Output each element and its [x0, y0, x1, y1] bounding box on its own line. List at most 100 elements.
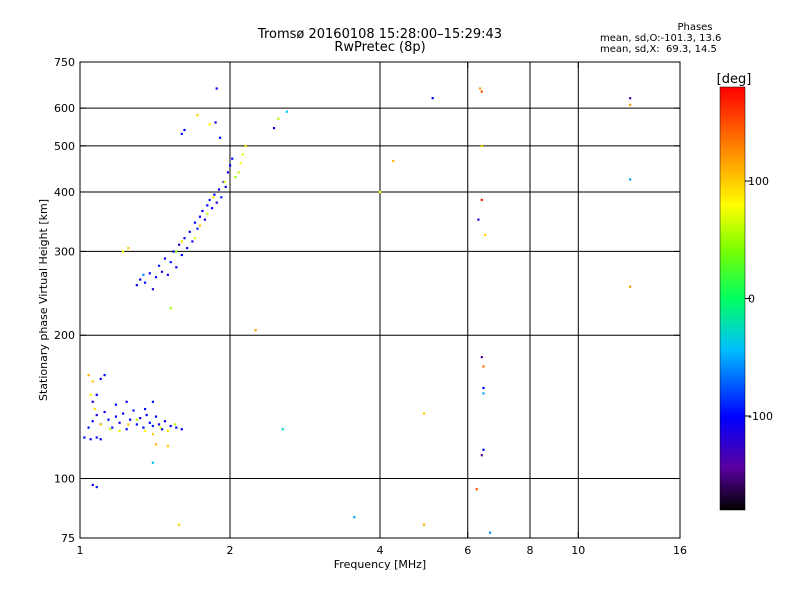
data-point [392, 159, 395, 163]
data-point [95, 436, 98, 439]
x-tick-label: 2 [227, 544, 234, 557]
data-point [173, 423, 177, 426]
data-point [91, 400, 94, 403]
data-point [479, 87, 482, 90]
data-point [213, 193, 216, 196]
data-point [87, 426, 90, 429]
data-point [103, 374, 106, 377]
y-axis-label: Stationary phase Virtual Height [km] [37, 199, 50, 401]
data-point [111, 426, 114, 429]
data-point [180, 428, 183, 431]
x-tick-label: 10 [571, 544, 585, 557]
data-point [166, 429, 169, 432]
data-point [95, 393, 98, 396]
data-point [422, 412, 426, 415]
data-point [99, 438, 102, 441]
data-point [143, 407, 147, 411]
data-point [475, 488, 478, 491]
data-point [198, 224, 202, 227]
data-point [629, 178, 632, 181]
data-point [193, 221, 197, 224]
data-point [217, 188, 221, 191]
data-point [87, 374, 90, 377]
data-point [95, 485, 98, 489]
data-point [244, 144, 247, 148]
data-point [629, 103, 632, 106]
data-point [277, 117, 280, 120]
data-point [148, 272, 151, 275]
data-point [99, 377, 102, 381]
data-point [169, 261, 172, 264]
phase-stats: Phases mean, sd,O:-101.3, 13.6 mean, sd,… [600, 22, 790, 55]
data-point [484, 233, 487, 237]
y-tick-label: 750 [54, 56, 75, 69]
phase-stats-x: mean, sd,X: 69.3, 14.5 [600, 44, 717, 55]
data-point [183, 128, 186, 132]
data-point [201, 209, 204, 213]
x-tick-label: 1 [77, 544, 84, 557]
data-point [122, 250, 125, 253]
data-point [151, 433, 155, 436]
colorbar-ticks: 100 0 -100 [745, 175, 773, 423]
data-point [210, 207, 214, 210]
data-point [239, 162, 242, 165]
data-point [196, 227, 199, 230]
data-point [175, 266, 178, 269]
data-point [241, 153, 244, 156]
x-axis-label: Frequency [MHz] [334, 558, 426, 571]
data-point [480, 144, 483, 148]
data-point [139, 417, 142, 420]
data-point [234, 175, 237, 179]
data-point [154, 443, 158, 446]
x-tick-labels: 1 2 4 6 8 10 16 [77, 544, 688, 557]
data-point [172, 250, 175, 253]
data-point [477, 218, 480, 221]
colorbar-tick-label: 0 [748, 293, 755, 306]
data-point [208, 123, 211, 126]
data-point [237, 171, 240, 174]
data-point [91, 380, 94, 383]
data-point [175, 250, 178, 253]
data-point [151, 461, 155, 464]
data-point [151, 288, 155, 291]
data-point [193, 237, 197, 240]
data-point [186, 247, 189, 250]
data-points [83, 87, 632, 534]
y-tick-label: 600 [54, 102, 75, 115]
data-point [480, 454, 483, 457]
data-point [125, 428, 128, 431]
data-point [109, 428, 112, 431]
data-point [129, 418, 132, 421]
phase-stats-o: mean, sd,O:-101.3, 13.6 [600, 33, 722, 44]
phase-stats-title: Phases [677, 22, 713, 33]
data-point [222, 180, 225, 184]
data-point [135, 418, 138, 421]
data-point [231, 157, 234, 160]
data-point [482, 448, 485, 451]
data-point [180, 132, 183, 135]
data-point [160, 428, 164, 431]
y-tick-label: 400 [54, 186, 75, 199]
data-point [99, 423, 102, 426]
data-point [169, 307, 172, 310]
data-point [175, 426, 178, 429]
data-point [154, 415, 158, 418]
data-point [215, 201, 218, 204]
y-tick-label: 500 [54, 140, 75, 153]
data-point [482, 392, 485, 395]
data-point [114, 403, 118, 406]
data-point [224, 185, 227, 189]
data-point [166, 273, 169, 276]
data-point [281, 428, 284, 431]
y-tick-label: 300 [54, 245, 75, 258]
data-point [629, 97, 632, 100]
data-point [142, 273, 145, 276]
data-point [122, 412, 125, 415]
data-point [125, 400, 128, 403]
data-point [159, 426, 162, 429]
colorbar [719, 86, 746, 511]
data-point [212, 196, 215, 199]
data-point [206, 212, 209, 215]
data-point [203, 218, 206, 221]
